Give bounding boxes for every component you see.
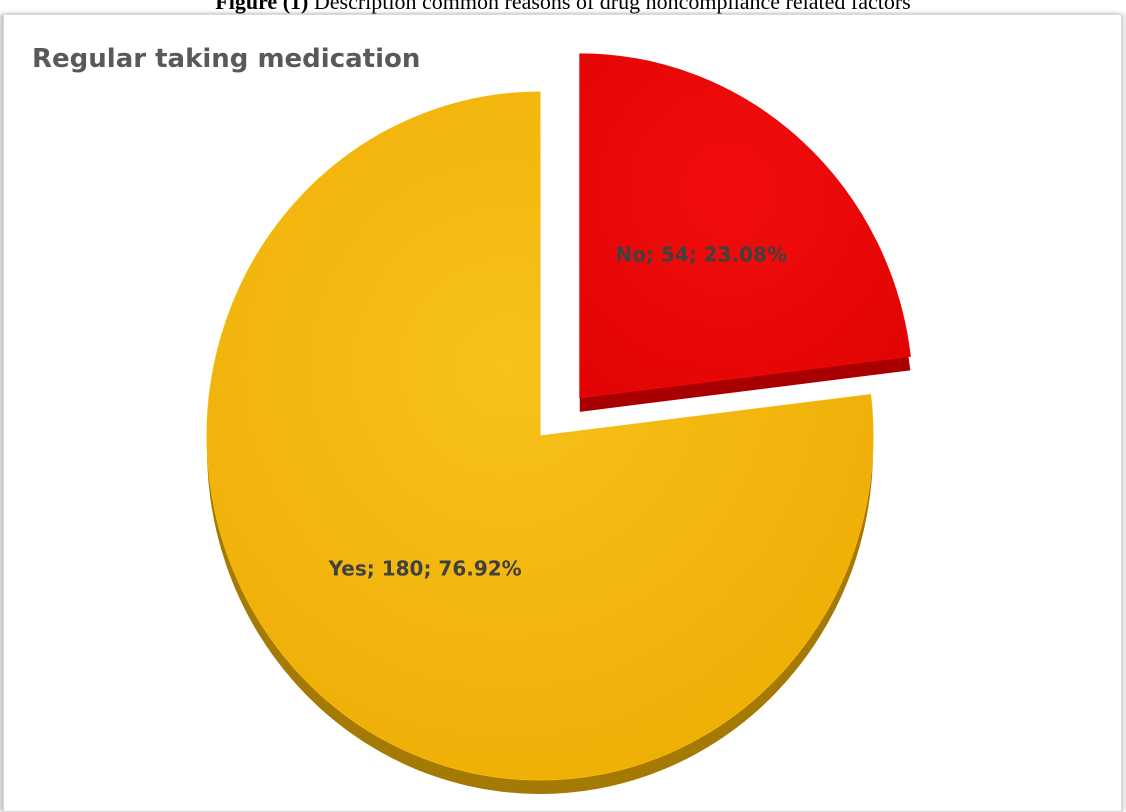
data-label-no: No; 54; 23.08% (615, 243, 787, 267)
data-label-yes: Yes; 180; 76.92% (328, 556, 522, 580)
pie-slice-yes (206, 91, 874, 781)
figure-caption-text: Description common reasons of drug nonco… (308, 0, 911, 14)
figure-caption-number: Figure (1) (215, 0, 309, 14)
pie-slice-no (579, 53, 911, 399)
chart-title: Regular taking medication (32, 44, 421, 74)
figure-caption: Figure (1) Description common reasons of… (0, 0, 1126, 15)
